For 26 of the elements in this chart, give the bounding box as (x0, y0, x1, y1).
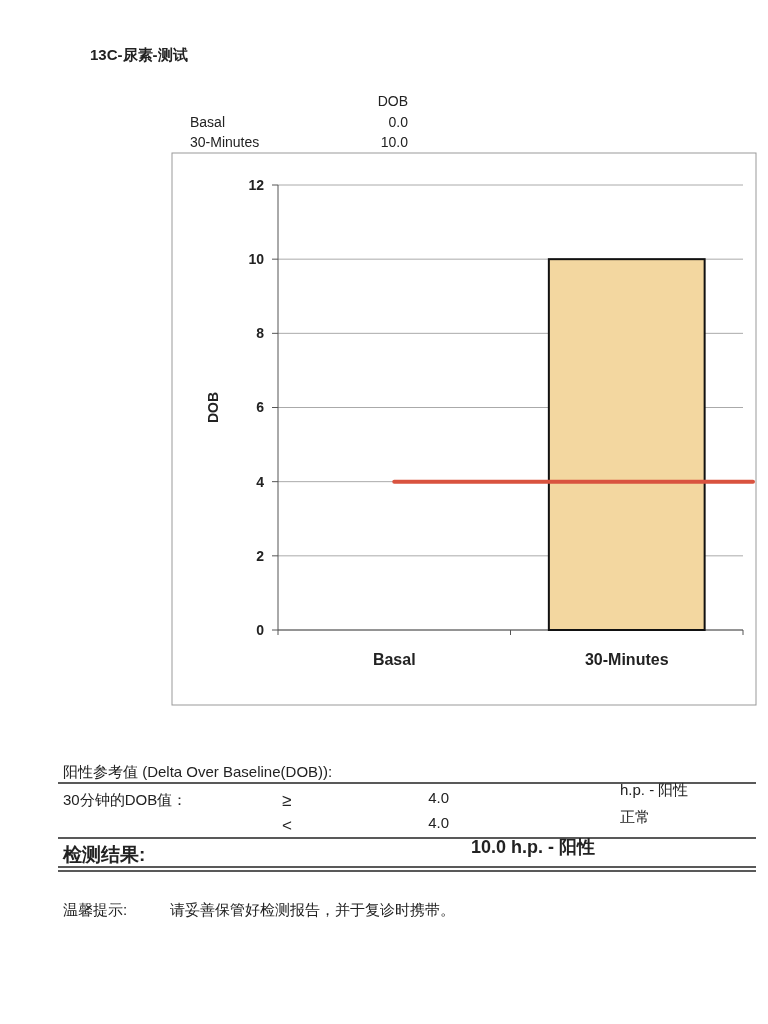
text: 4.0 (428, 814, 449, 831)
y-axis-title: DOB (205, 391, 221, 424)
text: DOB (377, 93, 408, 109)
y-tick-label: 0 (256, 621, 265, 638)
text: 0.0 (388, 114, 409, 130)
text: 10.0 h.p. - 阳性 (471, 837, 596, 857)
text: ≥ (282, 791, 292, 810)
text: 温馨提示: (63, 901, 128, 918)
y-tick-label: 12 (248, 176, 265, 193)
text: 13C-尿素-测试 (90, 46, 188, 63)
text: 30-Minutes (190, 134, 260, 150)
text: 检测结果: (62, 844, 146, 865)
y-tick-label: 6 (256, 399, 265, 416)
text: 4.0 (428, 789, 449, 806)
y-tick-label: 2 (256, 547, 265, 564)
text: 正常 (620, 808, 650, 825)
text: h.p. - 阳性 (620, 781, 689, 798)
text: 阳性参考值 (Delta Over Baseline(DOB)): (63, 763, 333, 780)
text: 30分钟的DOB值： (63, 791, 188, 808)
y-tick-label: 8 (256, 325, 265, 342)
text: 10.0 (380, 134, 409, 150)
y-tick-label: 4 (256, 473, 265, 490)
text: < (282, 816, 292, 835)
text: 请妥善保管好检测报告，并于复诊时携带。 (170, 901, 455, 918)
text: Basal (190, 114, 226, 130)
y-tick-label: 10 (248, 251, 265, 268)
